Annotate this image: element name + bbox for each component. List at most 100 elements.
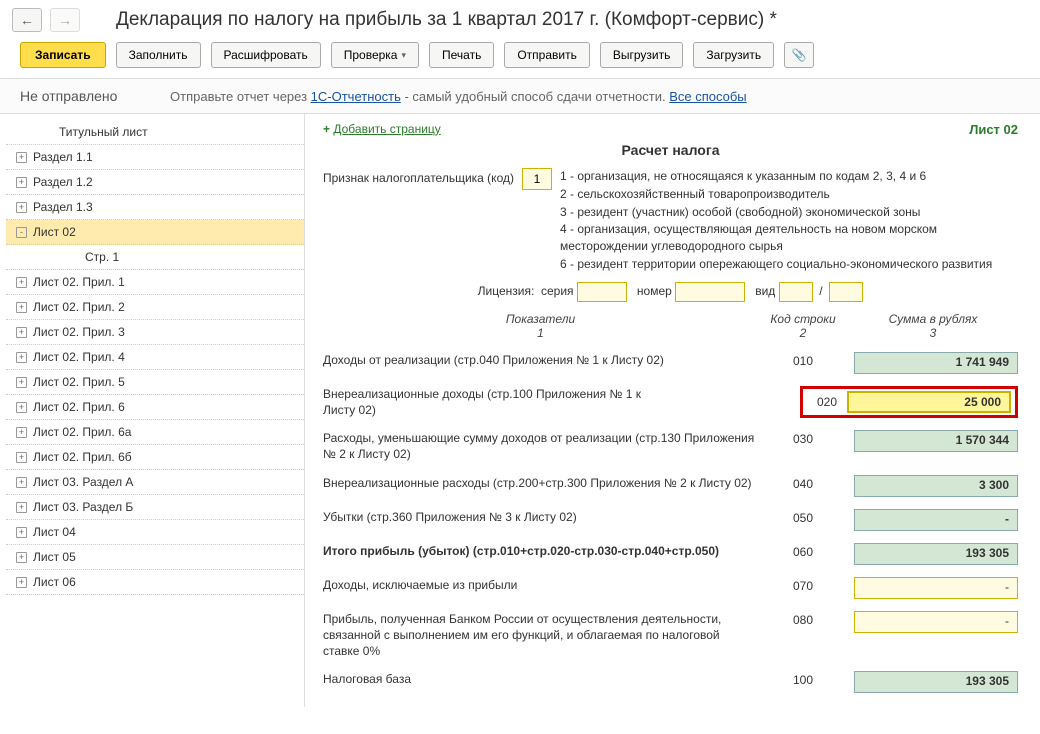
license-type2-input[interactable] (829, 282, 863, 302)
sidebar-item-label: Лист 02. Прил. 6б (33, 450, 132, 464)
row-description: Внереализационные расходы (стр.200+стр.3… (323, 475, 758, 491)
check-button-label: Проверка (344, 48, 398, 62)
expand-icon[interactable]: + (16, 177, 27, 188)
expand-icon[interactable]: + (16, 577, 27, 588)
import-button[interactable]: Загрузить (693, 42, 774, 68)
code-description: 3 - резидент (участник) особой (свободно… (560, 204, 1018, 221)
check-button[interactable]: Проверка ▾ (331, 42, 419, 68)
expand-icon[interactable]: + (16, 352, 27, 363)
sidebar-item[interactable]: +Лист 02. Прил. 2 (6, 295, 304, 320)
expand-icon[interactable]: + (16, 552, 27, 563)
row-description: Налоговая база (323, 671, 758, 687)
expand-icon[interactable]: + (16, 277, 27, 288)
send-button[interactable]: Отправить (504, 42, 590, 68)
status-link-all[interactable]: Все способы (669, 89, 746, 104)
row-description: Расходы, уменьшающие сумму доходов от ре… (323, 430, 758, 462)
col-header-1: Показатели1 (323, 312, 758, 340)
print-button[interactable]: Печать (429, 42, 494, 68)
fill-button[interactable]: Заполнить (116, 42, 201, 68)
decode-button[interactable]: Расшифровать (211, 42, 321, 68)
sidebar-item-label: Лист 03. Раздел А (33, 475, 133, 489)
status-row: Не отправлено Отправьте отчет через 1С-О… (0, 78, 1040, 114)
collapse-icon[interactable]: - (16, 227, 27, 238)
add-page-link[interactable]: Добавить страницу (333, 122, 440, 136)
status-state: Не отправлено (20, 88, 160, 104)
code-description: 1 - организация, не относящаяся к указан… (560, 168, 1018, 185)
expand-icon[interactable]: + (16, 527, 27, 538)
record-button[interactable]: Записать (20, 42, 106, 68)
sidebar-item[interactable]: Стр. 1 (6, 245, 304, 270)
sidebar-item[interactable]: + Лист 02. Прил. 6б (6, 445, 304, 470)
license-number-input[interactable] (675, 282, 745, 302)
sidebar-item[interactable]: -Лист 02 (6, 220, 304, 245)
row-code: 100 (758, 671, 848, 687)
columns-header: Показатели1 Код строки2 Сумма в рублях3 (323, 312, 1018, 340)
sidebar-item-label: Лист 02. Прил. 5 (33, 375, 125, 389)
attach-button[interactable]: 📎 (784, 42, 814, 68)
sidebar-item[interactable]: +Лист 02. Прил. 6а (6, 420, 304, 445)
sidebar-item[interactable]: +Лист 03. Раздел Б (6, 495, 304, 520)
grid-row: Налоговая база100 193 305 (323, 665, 1018, 699)
license-type-input[interactable] (779, 282, 813, 302)
sidebar-item[interactable]: + Лист 05 (6, 545, 304, 570)
row-code: 080 (758, 611, 848, 627)
sidebar-item[interactable]: + Лист 02. Прил. 5 (6, 370, 304, 395)
row-value-cell: 1 741 949 (848, 352, 1018, 374)
sidebar-item-label: Лист 05 (33, 550, 76, 564)
row-value-input[interactable]: - (854, 577, 1018, 599)
sidebar-item[interactable]: + Лист 03. Раздел А (6, 470, 304, 495)
expand-icon[interactable]: + (16, 327, 27, 338)
row-value-input[interactable]: 1 570 344 (854, 430, 1018, 452)
row-value-input[interactable]: 1 741 949 (854, 352, 1018, 374)
highlight-frame: 02025 000 (800, 386, 1018, 418)
sidebar-item[interactable]: +Лист 02. Прил. 3 (6, 320, 304, 345)
expand-icon[interactable]: + (16, 427, 27, 438)
license-label: Лицензия: (478, 284, 535, 298)
row-value-input[interactable]: 193 305 (854, 671, 1018, 693)
code-description: 2 - сельскохозяйственный товаропроизводи… (560, 186, 1018, 203)
grid-row: Итого прибыль (убыток) (стр.010+стр.020-… (323, 537, 1018, 571)
row-value-input[interactable]: - (854, 509, 1018, 531)
row-value-input[interactable]: 193 305 (854, 543, 1018, 565)
row-description: Доходы, исключаемые из прибыли (323, 577, 758, 593)
taxpayer-code-input[interactable] (522, 168, 552, 190)
tree-spacer (68, 252, 79, 263)
sidebar-item-label: Лист 02. Прил. 1 (33, 275, 125, 289)
license-serial-input[interactable] (577, 282, 627, 302)
sidebar-item[interactable]: +Лист 06 (6, 570, 304, 595)
sidebar-item[interactable]: +Лист 02. Прил. 4 (6, 345, 304, 370)
status-link-1c[interactable]: 1С-Отчетность (311, 89, 401, 104)
calc-title: Расчет налога (323, 142, 1018, 158)
expand-icon[interactable]: + (16, 402, 27, 413)
license-slash: / (819, 284, 822, 298)
expand-icon[interactable]: + (16, 477, 27, 488)
sidebar-item[interactable]: +Лист 02. Прил. 6 (6, 395, 304, 420)
sidebar-item[interactable]: +Раздел 1.2 (6, 170, 304, 195)
row-value-input[interactable]: - (854, 611, 1018, 633)
expand-icon[interactable]: + (16, 202, 27, 213)
export-button[interactable]: Выгрузить (600, 42, 684, 68)
sidebar-item[interactable]: +Раздел 1.1 (6, 145, 304, 170)
expand-icon[interactable]: + (16, 502, 27, 513)
expand-icon[interactable]: + (16, 302, 27, 313)
grid-row: Прибыль, полученная Банком России от осу… (323, 605, 1018, 666)
row-code: 070 (758, 577, 848, 593)
expand-icon[interactable]: + (16, 152, 27, 163)
sidebar-item[interactable]: +Раздел 1.3 (6, 195, 304, 220)
expand-icon[interactable]: + (16, 452, 27, 463)
nav-back-button[interactable]: ← (12, 8, 42, 32)
row-value-cell: - (848, 611, 1018, 633)
sidebar-item[interactable]: Титульный лист (6, 120, 304, 145)
grid-row: Доходы, исключаемые из прибыли070- (323, 571, 1018, 605)
row-description: Итого прибыль (убыток) (стр.010+стр.020-… (323, 543, 758, 559)
app-root: ← → Декларация по налогу на прибыль за 1… (0, 0, 1040, 707)
nav-forward-button[interactable]: → (50, 8, 80, 32)
sidebar-item[interactable]: +Лист 04 (6, 520, 304, 545)
row-value-input[interactable]: 25 000 (847, 391, 1011, 413)
sidebar-item[interactable]: + Лист 02. Прил. 1 (6, 270, 304, 295)
expand-icon[interactable]: + (16, 377, 27, 388)
plus-icon: + (323, 122, 330, 136)
grid-row: Внереализационные доходы (стр.100 Прилож… (323, 380, 1018, 424)
page-title: Декларация по налогу на прибыль за 1 ква… (116, 9, 777, 31)
row-value-input[interactable]: 3 300 (854, 475, 1018, 497)
